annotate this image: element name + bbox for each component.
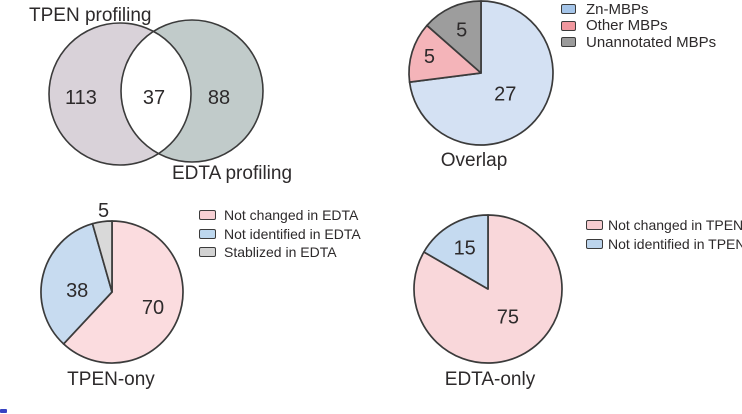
venn-overlap-region: [120, 31, 192, 154]
artifact-mark: [0, 409, 7, 413]
pie-value-label-not-changed-in-edta: 70: [142, 297, 164, 319]
legend-swatch: [586, 238, 603, 249]
venn-overlap-count: 37: [143, 87, 165, 109]
legend-swatch: [199, 228, 216, 239]
legend-item-unannotated-mbps: Unannotated MBPs: [561, 34, 716, 51]
venn-diagram: 113 37 88: [48, 19, 264, 166]
venn-right-count: 88: [208, 87, 230, 109]
legend-swatch: [199, 210, 216, 221]
legend-edta-only: Not changed in TPEN Not identified in TPE…: [586, 216, 742, 253]
pie-value-label-unannotated-mbps: 5: [456, 19, 467, 41]
legend-label: Other MBPs: [586, 17, 668, 35]
pie-value-label-stablized-in-edta: 5: [98, 200, 109, 222]
pie-value-label-not-identified-in-edta: 38: [66, 280, 88, 302]
legend-tpen-only: Not changed in EDTA Not identified in EDT…: [199, 206, 361, 262]
pie-tpen-only: 70 38 5: [40, 200, 184, 364]
legend-item-not-changed-in-tpen: Not changed in TPEN: [586, 216, 742, 235]
pie-edta-only: 75 15: [413, 214, 563, 364]
legend-swatch: [586, 220, 603, 231]
pie-value-label-zn-mbps: 27: [494, 83, 516, 105]
venn-left-count: 113: [65, 87, 97, 109]
legend-label: Unannotated MBPs: [586, 33, 717, 51]
pie-slice-not-identified-in-tpen: [423, 214, 489, 290]
pie-value-label-not-identified-in-tpen: 15: [454, 238, 476, 260]
legend-label: Zn-MBPs: [586, 0, 649, 18]
pie-slice-not-changed-in-edta: [62, 220, 184, 364]
legend-swatch: [561, 4, 576, 15]
legend-item-not-identified-in-edta: Not identified in EDTA: [199, 225, 361, 244]
legend-item-other-mbps: Other MBPs: [561, 17, 716, 35]
pie-slice-unannotated-mbps: [426, 0, 482, 74]
pie-slice-other-mbps: [408, 24, 482, 83]
venn-right-outline: [120, 19, 264, 163]
pie-value-label-not-changed-in-tpen: 75: [497, 307, 519, 329]
legend-swatch: [561, 20, 576, 31]
legend-item-not-changed-in-edta: Not changed in EDTA: [199, 206, 361, 225]
legend-label: Not identified in EDTA: [224, 225, 361, 242]
pie-title-overlap: Overlap: [440, 150, 508, 171]
legend-swatch: [561, 37, 576, 48]
legend-item-not-identified-in-tpen: Not identified in TPEN: [586, 235, 742, 254]
legend-label: Stablized in EDTA: [224, 244, 337, 261]
pie-slice-not-identified-in-edta: [40, 222, 113, 345]
legend-item-zn-mbps: Zn-MBPs: [561, 1, 716, 18]
legend-overlap: Zn-MBPs Other MBPs Unannotated MBPs: [561, 1, 716, 51]
legend-label: Not changed in TPEN: [608, 217, 742, 234]
legend-label: Not changed in EDTA: [224, 207, 359, 224]
venn-right-set-title: EDTA profiling: [172, 163, 293, 184]
pie-title-tpen-only: TPEN-ony: [67, 369, 155, 390]
venn-left-set-title: TPEN profiling: [29, 5, 152, 26]
venn-left-outline: [48, 22, 192, 166]
legend-swatch: [199, 247, 216, 258]
pie-title-edta-only: EDTA-only: [444, 369, 536, 390]
legend-item-stablized-in-edta: Stablized in EDTA: [199, 243, 361, 262]
pie-overlap: 27 55: [408, 0, 554, 146]
pie-value-label-other-mbps: 5: [424, 46, 435, 68]
legend-label: Not identified in TPEN: [608, 235, 742, 252]
pie-slice-stablized-in-edta: [91, 220, 113, 293]
